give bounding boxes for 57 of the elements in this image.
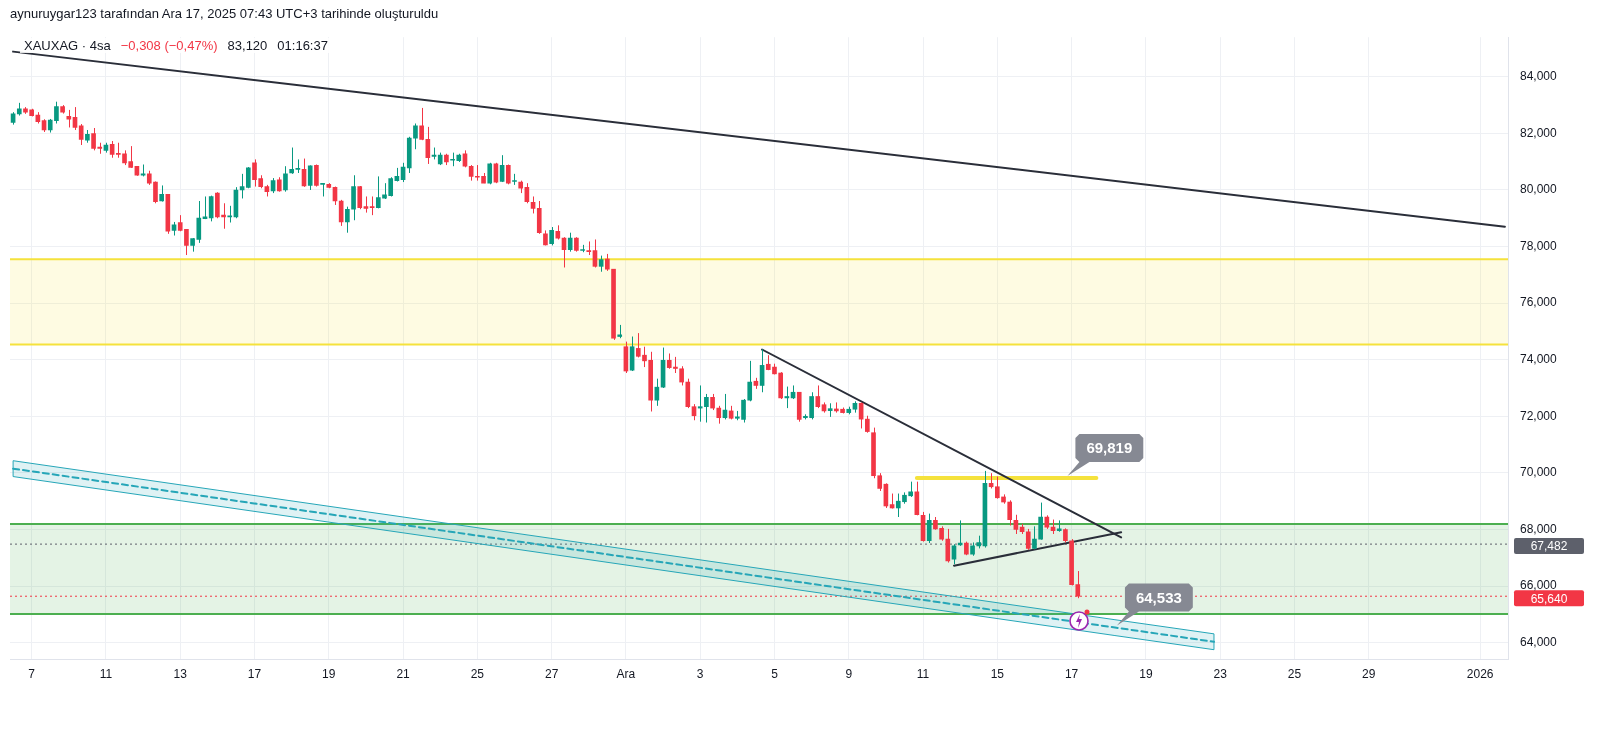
y-tick-label: 80,000	[1520, 182, 1558, 197]
candlestick	[369, 195, 375, 216]
annotation: 01:16:37	[277, 38, 328, 53]
y-tick-label: 68,000	[1520, 521, 1558, 536]
annotation: −0,308 (−0,47%)	[120, 38, 218, 53]
candlestick	[567, 232, 573, 253]
y-tick-label: 76,000	[1520, 295, 1558, 310]
y-tick-label: 72,000	[1520, 408, 1558, 423]
chart-subtitle: XAUXAG · 4sa	[24, 38, 111, 53]
candlestick	[815, 384, 821, 409]
candlestick	[549, 226, 554, 246]
x-tick-label: 3	[696, 667, 704, 682]
x-tick-label: 11	[99, 667, 113, 682]
annotation: 83,120	[227, 38, 268, 53]
candlestick	[289, 147, 294, 175]
x-tick-label: 5	[771, 667, 779, 682]
x-tick-label: 23	[1213, 667, 1228, 682]
x-tick-label: Ara	[616, 667, 636, 682]
ref-line-label: 67,482	[1530, 539, 1568, 554]
x-tick-label: 25	[470, 667, 485, 682]
x-tick-label: 9	[845, 667, 853, 682]
chart-title: aynuruygar123 tarafından Ara 17, 2025 07:43 UTC+3 tarihinde oluşturuldu	[10, 6, 439, 21]
data-label: 64,533	[1135, 588, 1182, 606]
candlestick	[1025, 528, 1031, 551]
x-tick-label: 13	[173, 667, 188, 682]
x-tick-label: 7	[28, 667, 36, 682]
candlestick	[1038, 502, 1043, 541]
candlestick	[208, 195, 214, 222]
y-tick-label: 64,000	[1520, 634, 1558, 649]
y-tick-label: 74,000	[1520, 352, 1558, 367]
x-tick-label: 11	[916, 667, 930, 682]
x-tick-label: 17	[247, 667, 262, 682]
y-tick-label: 84,000	[1520, 69, 1558, 84]
candlestick	[283, 165, 288, 193]
candlestick	[357, 185, 363, 210]
candlestick	[419, 107, 424, 141]
candlestick	[1007, 499, 1013, 526]
candlestick	[1056, 519, 1062, 533]
ref-line-label: 65,640	[1530, 591, 1568, 606]
candlestick	[307, 164, 313, 191]
y-tick-label: 78,000	[1520, 238, 1558, 253]
y-tick-label: 66,000	[1520, 578, 1558, 593]
x-tick-label: 21	[396, 667, 411, 682]
x-tick-label: 19	[1139, 667, 1153, 682]
y-tick-label: 82,000	[1520, 125, 1558, 140]
candlestick	[945, 528, 951, 564]
data-label: 69,819	[1086, 439, 1133, 457]
candlestick	[926, 513, 932, 544]
x-tick-label: 17	[1064, 667, 1079, 682]
candlestick	[78, 123, 84, 146]
x-tick-label: 25	[1287, 667, 1302, 682]
x-tick-label: 27	[544, 667, 559, 682]
x-tick-label: 19	[322, 667, 336, 682]
x-tick-label: 2026	[1466, 667, 1494, 682]
x-tick-label: 29	[1362, 667, 1376, 682]
y-tick-label: 70,000	[1520, 465, 1558, 480]
x-tick-label: 15	[990, 667, 1005, 682]
